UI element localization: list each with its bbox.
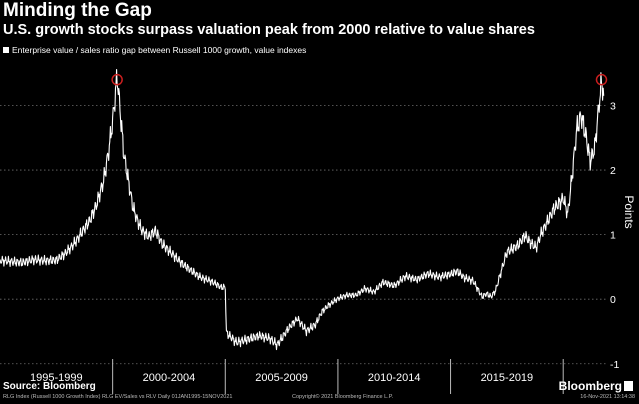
y-tick-label: 0 (610, 294, 616, 306)
series-line (0, 68, 605, 351)
x-category-label: 1995-1999 (30, 372, 83, 384)
legend-swatch-icon (3, 47, 9, 53)
copyright: Copyright© 2021 Bloomberg Finance L.P. (292, 394, 394, 400)
x-category-labels: 1995-1999 2000-2004 2005-2009 2010-2014 2015… (30, 372, 533, 384)
brand-logo: Bloomberg (559, 379, 633, 393)
y-tick-label: 1 (610, 230, 616, 242)
peak-marker (595, 73, 608, 86)
brand-name: Bloomberg (558, 379, 622, 393)
terminal-info: RLG Index (Russell 1000 Growth Index) RL… (3, 394, 233, 400)
peak-marker (111, 73, 123, 86)
timestamp: 16-Nov-2021 13:14:38 (580, 394, 635, 400)
legend-entry: Enterprise value / sales ratio gap betwe… (3, 45, 306, 55)
period-separators (112, 359, 564, 394)
series-layer (0, 68, 605, 351)
bloomberg-icon (624, 381, 633, 391)
x-category-label: 2010-2014 (368, 372, 421, 384)
peak-markers (111, 73, 608, 86)
y-tick-label: 3 (610, 101, 616, 113)
x-category-label: 2005-2009 (255, 372, 308, 384)
y-tick-label: -1 (610, 359, 619, 371)
x-category-label: 2015-2019 (481, 372, 534, 384)
y-axis-label: Points (622, 195, 636, 228)
legend-label: Enterprise value / sales ratio gap betwe… (12, 45, 307, 55)
x-category-label: 2000-2004 (143, 372, 196, 384)
y-tick-labels: -1 0 1 2 3 (610, 101, 619, 371)
chart-subtitle: U.S. growth stocks surpass valuation pea… (3, 22, 535, 38)
y-tick-label: 2 (610, 165, 616, 177)
grid-lines (0, 105, 606, 365)
chart-title: Minding the Gap (3, 0, 152, 21)
source-label: Source: Bloomberg (3, 381, 96, 392)
